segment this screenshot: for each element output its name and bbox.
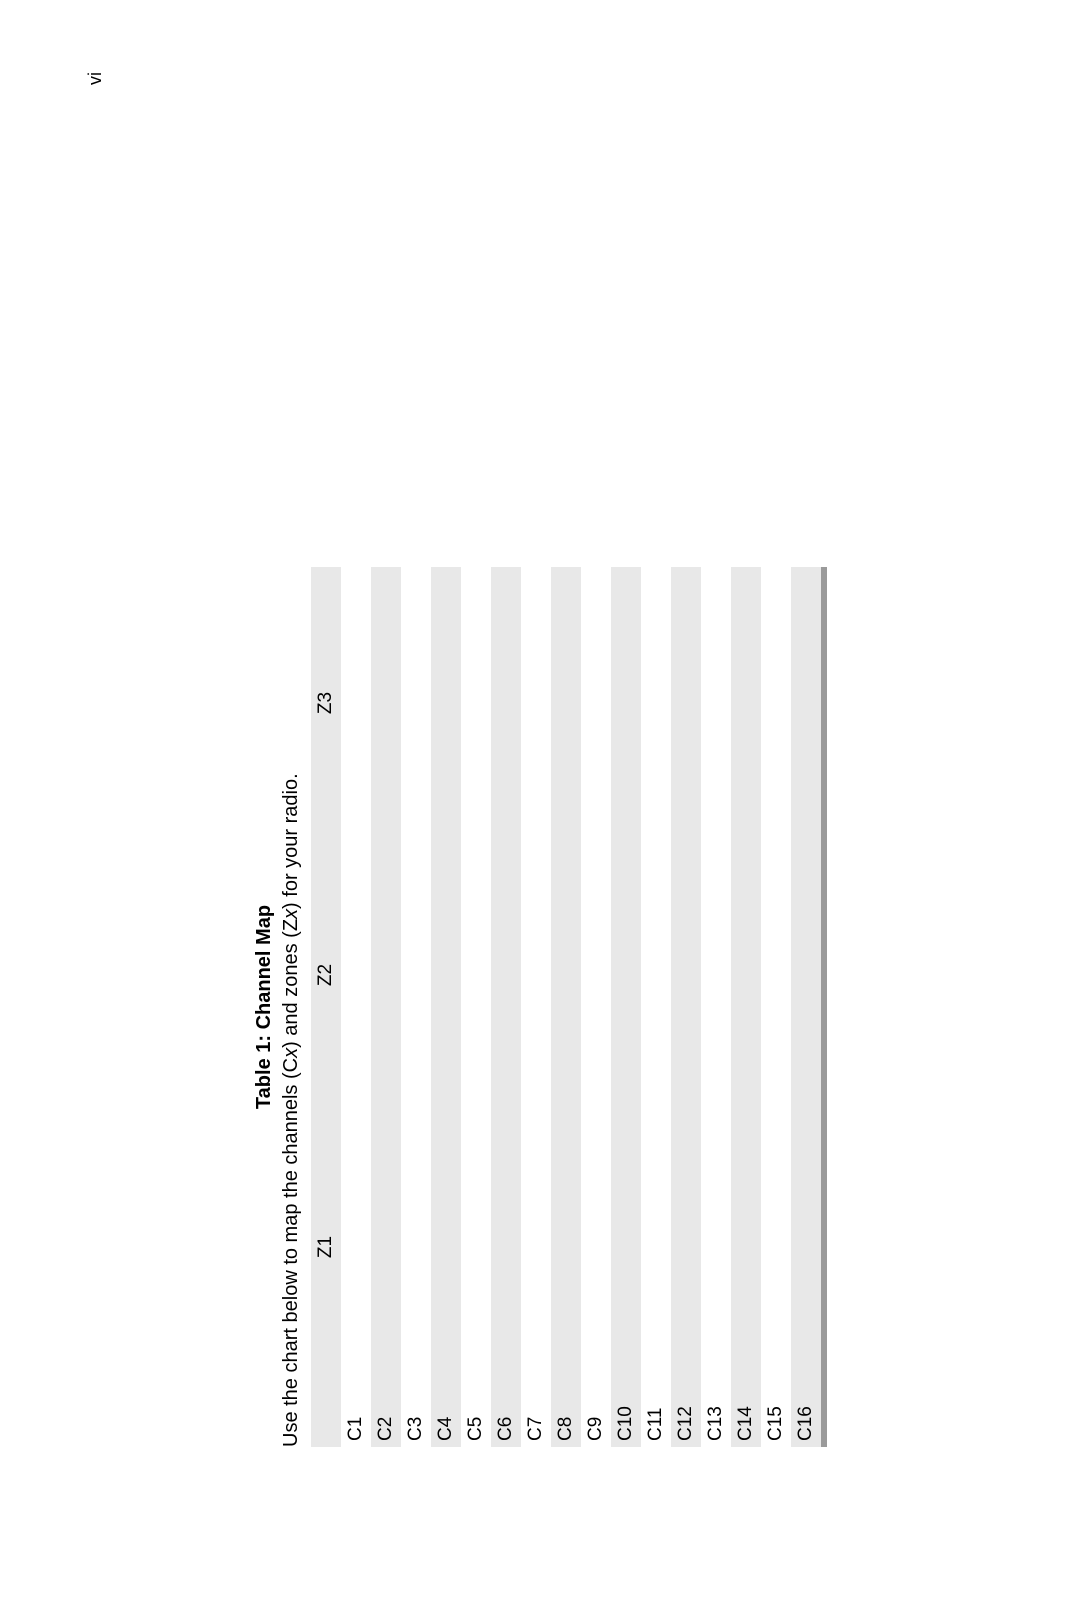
channel-row-header: C10	[611, 1383, 641, 1447]
table-corner-cell	[311, 1383, 341, 1447]
table-body: C1C2C3C4C5C6C7C8C9C10C11C12C13C14C15C16	[341, 567, 821, 1447]
channel-cell	[611, 567, 641, 839]
channel-cell	[371, 567, 401, 839]
table-row: C3	[401, 567, 431, 1447]
channel-cell	[641, 1111, 671, 1383]
table-row: C12	[671, 567, 701, 1447]
channel-cell	[371, 1111, 401, 1383]
channel-cell	[461, 1111, 491, 1383]
table-row: C2	[371, 567, 401, 1447]
table-header-row: Z1 Z2 Z3	[311, 567, 341, 1447]
subtitle-part-4: ) for your radio.	[280, 773, 302, 909]
channel-cell	[611, 839, 641, 1111]
channel-cell	[671, 1111, 701, 1383]
table-subtitle: Use the chart below to map the channels …	[280, 567, 303, 1447]
channel-cell	[341, 1111, 371, 1383]
channel-row-header: C3	[401, 1383, 431, 1447]
table-row: C8	[551, 567, 581, 1447]
channel-cell	[401, 1111, 431, 1383]
channel-cell	[551, 839, 581, 1111]
table-row: C6	[491, 567, 521, 1447]
channel-cell	[731, 567, 761, 839]
channel-cell	[761, 567, 791, 839]
channel-cell	[581, 1111, 611, 1383]
table-row: C4	[431, 567, 461, 1447]
channel-cell	[401, 839, 431, 1111]
page-number: vi	[85, 72, 106, 85]
channel-cell	[701, 1111, 731, 1383]
channel-cell	[701, 839, 731, 1111]
table-row: C5	[461, 567, 491, 1447]
channel-cell	[431, 567, 461, 839]
channel-cell	[491, 1111, 521, 1383]
channel-cell	[671, 839, 701, 1111]
channel-cell	[761, 1111, 791, 1383]
channel-row-header: C9	[581, 1383, 611, 1447]
channel-cell	[671, 567, 701, 839]
channel-cell	[491, 839, 521, 1111]
channel-row-header: C5	[461, 1383, 491, 1447]
table-row: C1	[341, 567, 371, 1447]
channel-cell	[461, 567, 491, 839]
channel-cell	[731, 839, 761, 1111]
channel-map-table: Z1 Z2 Z3 C1C2C3C4C5C6C7C8C9C10C11C12C13C…	[311, 567, 821, 1447]
channel-cell	[611, 1111, 641, 1383]
channel-cell	[791, 1111, 821, 1383]
table-row: C14	[731, 567, 761, 1447]
table-row: C7	[521, 567, 551, 1447]
channel-row-header: C7	[521, 1383, 551, 1447]
table-title-prefix: Table 1:	[253, 1029, 275, 1109]
channel-cell	[701, 567, 731, 839]
channel-cell	[371, 839, 401, 1111]
channel-cell	[791, 839, 821, 1111]
channel-row-header: C1	[341, 1383, 371, 1447]
subtitle-part-0: Use the chart below to map the channels …	[280, 1058, 302, 1447]
channel-cell	[551, 1111, 581, 1383]
channel-cell	[521, 1111, 551, 1383]
table-title-text: Channel Map	[253, 905, 275, 1029]
table-row: C16	[791, 567, 821, 1447]
channel-row-header: C14	[731, 1383, 761, 1447]
zone-header: Z3	[311, 567, 341, 839]
table-title: Table 1: Channel Map	[253, 567, 276, 1447]
channel-row-header: C13	[701, 1383, 731, 1447]
zone-header: Z2	[311, 839, 341, 1111]
channel-cell	[341, 567, 371, 839]
channel-cell	[581, 839, 611, 1111]
channel-cell	[791, 567, 821, 839]
table-row: C10	[611, 567, 641, 1447]
subtitle-part-3: x	[280, 909, 302, 919]
subtitle-part-1: x	[280, 1048, 302, 1058]
channel-cell	[731, 1111, 761, 1383]
channel-row-header: C15	[761, 1383, 791, 1447]
table-row: C15	[761, 567, 791, 1447]
page-content: Table 1: Channel Map Use the chart below…	[253, 567, 827, 1447]
channel-cell	[431, 1111, 461, 1383]
channel-row-header: C12	[671, 1383, 701, 1447]
channel-cell	[761, 839, 791, 1111]
table-row: C11	[641, 567, 671, 1447]
channel-row-header: C6	[491, 1383, 521, 1447]
channel-cell	[641, 839, 671, 1111]
table-bottom-bar	[821, 567, 827, 1447]
channel-row-header: C11	[641, 1383, 671, 1447]
channel-cell	[521, 839, 551, 1111]
channel-row-header: C16	[791, 1383, 821, 1447]
channel-row-header: C2	[371, 1383, 401, 1447]
channel-cell	[641, 567, 671, 839]
channel-cell	[551, 567, 581, 839]
channel-cell	[401, 567, 431, 839]
channel-row-header: C4	[431, 1383, 461, 1447]
subtitle-part-2: ) and zones (Z	[280, 919, 302, 1048]
table-row: C13	[701, 567, 731, 1447]
channel-cell	[581, 567, 611, 839]
channel-row-header: C8	[551, 1383, 581, 1447]
channel-cell	[521, 567, 551, 839]
channel-cell	[341, 839, 371, 1111]
table-row: C9	[581, 567, 611, 1447]
channel-cell	[461, 839, 491, 1111]
channel-cell	[491, 567, 521, 839]
channel-cell	[431, 839, 461, 1111]
zone-header: Z1	[311, 1111, 341, 1383]
